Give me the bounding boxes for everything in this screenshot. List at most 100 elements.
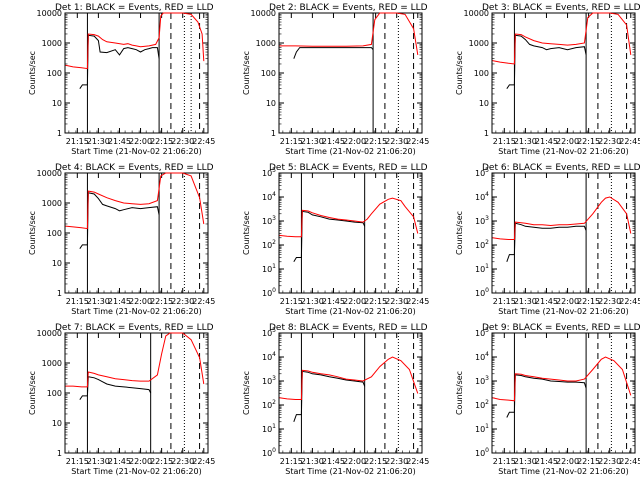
x-tick-label: 22:45 [192, 457, 215, 466]
detector-panel-9: Det 9: BLACK = Events, RED = LLD 100 101 10… [455, 323, 640, 476]
lld-series-line [65, 332, 205, 388]
y-axis-label: Counts/sec [28, 211, 37, 255]
y-tick-label: 100 [474, 69, 489, 78]
x-tick-label: 22:30 [385, 457, 408, 466]
lld-series-line [492, 196, 632, 240]
x-tick-label: 21:45 [322, 297, 345, 306]
panel-title: Det 9: BLACK = Events, RED = LLD [482, 323, 640, 333]
x-tick-label: 22:00 [556, 457, 579, 466]
x-tick-label: 21:15 [493, 297, 516, 306]
lld-series-line [65, 12, 205, 70]
x-tick-label: 21:15 [66, 457, 89, 466]
y-tick-label: 10 [479, 99, 489, 108]
plot-frame [491, 332, 636, 454]
detector-panel-2: Det 2: BLACK = Events, RED = LLD 1 10 100 10… [242, 3, 429, 156]
x-axis-label: Start Time (21-Nov-02 21:06:20) [285, 147, 415, 156]
x-tick-label: 21:45 [108, 457, 131, 466]
plot-frame [491, 12, 636, 134]
y-tick-label: 103 [475, 375, 489, 386]
y-tick-label: 104 [262, 351, 276, 362]
y-axis-label: Counts/sec [28, 371, 37, 415]
y-axis-label: Counts/sec [242, 211, 251, 255]
y-tick-label: 1000 [42, 359, 62, 368]
x-tick-label: 21:45 [108, 137, 131, 146]
x-tick-label: 22:15 [577, 297, 600, 306]
x-tick-label: 22:45 [619, 137, 640, 146]
y-tick-label: 105 [475, 167, 489, 178]
y-tick-label: 100 [47, 69, 62, 78]
x-tick-label: 21:45 [322, 137, 345, 146]
x-tick-label: 22:00 [129, 457, 152, 466]
lld-series-line [279, 197, 419, 238]
x-tick-label: 22:15 [150, 137, 173, 146]
x-tick-label: 21:15 [280, 137, 303, 146]
x-tick-label: 22:00 [556, 137, 579, 146]
x-tick-label: 22:45 [619, 457, 640, 466]
detector-panel-5: Det 5: BLACK = Events, RED = LLD 100 101 10… [242, 163, 429, 316]
panel-title: Det 6: BLACK = Events, RED = LLD [482, 163, 640, 173]
y-tick-label: 102 [262, 399, 276, 410]
x-tick-label: 21:45 [108, 297, 131, 306]
x-axis-label: Start Time (21-Nov-02 21:06:20) [498, 147, 628, 156]
detector-panel-3: Det 3: BLACK = Events, RED = LLD 1 10 100 10… [455, 3, 640, 156]
y-axis-label: Counts/sec [242, 51, 251, 95]
x-tick-label: 21:15 [493, 457, 516, 466]
y-tick-label: 10000 [37, 329, 62, 338]
plot-frame [64, 12, 209, 134]
x-tick-label: 22:15 [364, 297, 387, 306]
x-axis-label: Start Time (21-Nov-02 21:06:20) [71, 147, 201, 156]
detector-panel-1: Det 1: BLACK = Events, RED = LLD 1 10 100 10… [28, 3, 215, 156]
x-tick-label: 22:00 [343, 137, 366, 146]
y-tick-label: 100 [47, 229, 62, 238]
x-tick-label: 22:00 [343, 457, 366, 466]
x-axis-label: Start Time (21-Nov-02 21:06:20) [285, 467, 415, 476]
y-tick-label: 100 [261, 69, 276, 78]
y-tick-label: 101 [262, 263, 276, 274]
y-tick-label: 10 [266, 99, 276, 108]
x-tick-label: 22:45 [619, 297, 640, 306]
y-tick-label: 103 [475, 215, 489, 226]
y-tick-label: 100 [262, 447, 276, 458]
x-tick-label: 21:30 [514, 297, 537, 306]
x-tick-label: 21:15 [493, 137, 516, 146]
x-tick-label: 21:30 [301, 297, 324, 306]
x-tick-label: 21:15 [66, 137, 89, 146]
x-tick-label: 21:30 [87, 297, 110, 306]
y-tick-label: 1 [271, 129, 276, 138]
events-series-line [79, 192, 160, 249]
x-tick-label: 22:30 [385, 297, 408, 306]
events-series-line [506, 374, 587, 418]
x-tick-label: 22:30 [171, 297, 194, 306]
y-tick-label: 1000 [42, 199, 62, 208]
y-axis-label: Counts/sec [28, 51, 37, 95]
x-tick-label: 22:15 [150, 457, 173, 466]
y-tick-label: 1000 [256, 39, 276, 48]
x-tick-label: 22:15 [150, 297, 173, 306]
x-tick-label: 22:45 [192, 137, 215, 146]
y-tick-label: 1 [57, 129, 62, 138]
plot-frame [64, 332, 209, 454]
x-tick-label: 21:15 [66, 297, 89, 306]
x-tick-label: 22:15 [577, 457, 600, 466]
y-tick-label: 102 [475, 399, 489, 410]
x-tick-label: 21:45 [535, 137, 558, 146]
y-tick-label: 104 [475, 351, 489, 362]
x-axis-label: Start Time (21-Nov-02 21:06:20) [71, 467, 201, 476]
x-tick-label: 21:30 [514, 457, 537, 466]
plot-frame [64, 172, 209, 294]
x-axis-label: Start Time (21-Nov-02 21:06:20) [498, 467, 628, 476]
x-tick-label: 22:00 [343, 297, 366, 306]
x-tick-label: 22:15 [364, 457, 387, 466]
x-tick-label: 22:00 [556, 297, 579, 306]
x-tick-label: 22:30 [171, 137, 194, 146]
x-tick-label: 21:45 [322, 457, 345, 466]
events-series-line [79, 376, 152, 400]
y-tick-label: 1 [57, 449, 62, 458]
y-tick-label: 101 [262, 423, 276, 434]
plot-frame [278, 12, 423, 134]
panel-title: Det 4: BLACK = Events, RED = LLD [55, 163, 214, 173]
y-tick-label: 1000 [469, 39, 489, 48]
x-tick-label: 21:30 [87, 137, 110, 146]
plot-frame [278, 332, 423, 454]
